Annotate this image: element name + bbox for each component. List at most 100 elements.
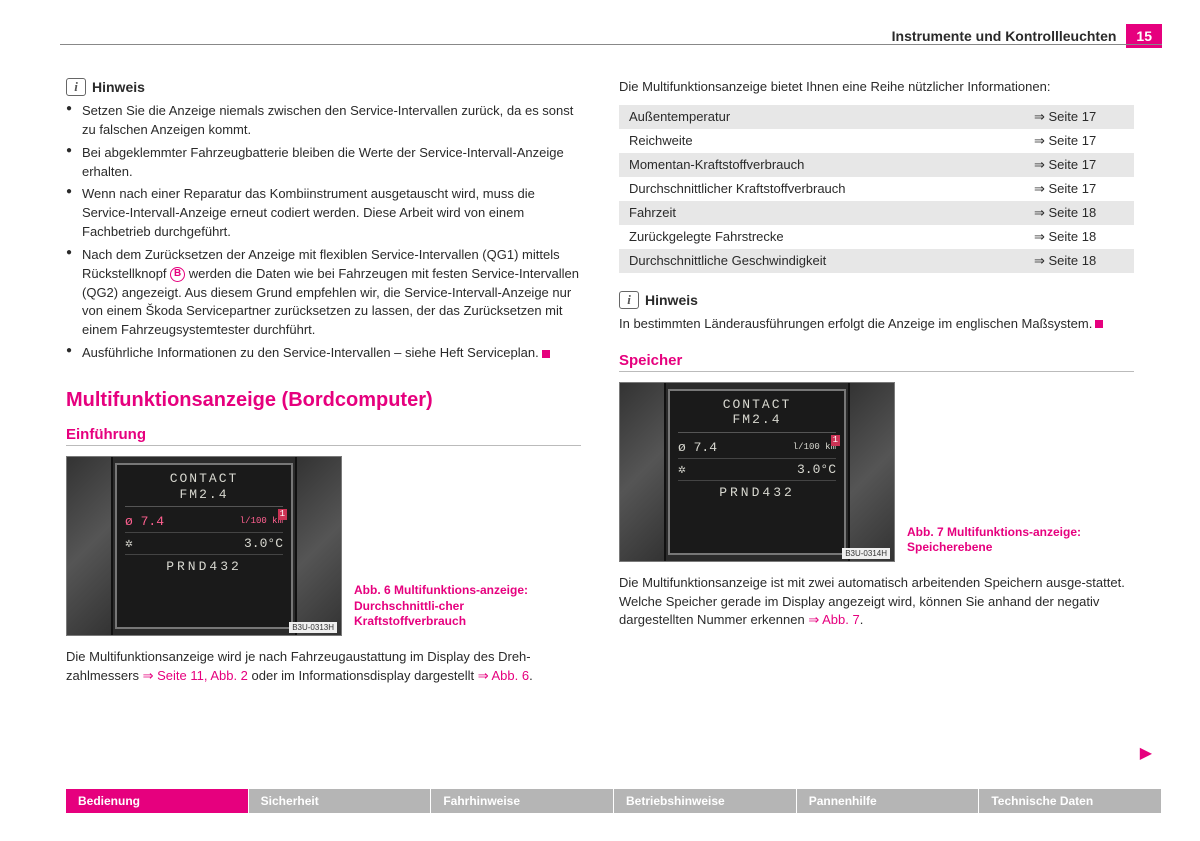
header-title: Instrumente und Kontrollleuchten <box>892 28 1117 44</box>
end-marker-icon <box>1095 320 1103 328</box>
bullet-text: Wenn nach einer Reparatur das Kombiinstr… <box>82 186 535 239</box>
hinweis-label: Hinweis <box>645 292 698 308</box>
table-label: Fahrzeit <box>619 201 1024 225</box>
sub-heading-divider <box>619 371 1134 372</box>
figure-id: B3U-0314H <box>842 548 890 559</box>
table-row: Zurückgelegte FahrstreckeSeite 18 <box>619 225 1134 249</box>
table-ref[interactable]: Seite 17 <box>1024 177 1134 201</box>
sub-heading-divider <box>66 445 581 446</box>
lcd-gear: PRND432 <box>125 555 283 574</box>
continue-arrow-icon: ▶ <box>1140 743 1152 763</box>
table-label: Momentan-Kraftstoffverbrauch <box>619 153 1024 177</box>
figure-6-caption: Abb. 6 Multifunktions-anzeige: Durchschn… <box>354 583 534 636</box>
lcd-gear: PRND432 <box>678 481 836 500</box>
lcd-unit: l/100 km <box>793 443 836 452</box>
figure-6-image: CONTACT FM2.4 ø 7.4 l/100 km 1 ✲ 3.0°C P… <box>66 456 342 636</box>
right-column: Die Multifunktionsanzeige bietet Ihnen e… <box>619 60 1134 761</box>
figure-7-image: CONTACT FM2.4 ø 7.4 l/100 km 1 ✲ 3.0°C P… <box>619 382 895 562</box>
left-column: i Hinweis Setzen Sie die Anzeige niemals… <box>66 60 581 761</box>
figure-row-6: CONTACT FM2.4 ø 7.4 l/100 km 1 ✲ 3.0°C P… <box>66 456 581 636</box>
lcd-display: CONTACT FM2.4 ø 7.4 l/100 km 1 ✲ 3.0°C P… <box>115 463 293 629</box>
table-label: Zurückgelegte Fahrstrecke <box>619 225 1024 249</box>
nav-tab-betriebshinweise[interactable]: Betriebshinweise <box>614 789 796 813</box>
bullet-text: Bei abgeklemmter Fahrzeugbatterie bleibe… <box>82 145 564 179</box>
body-text-segment: Die Multifunktionsanzeige ist mit zwei a… <box>619 575 1125 628</box>
lcd-temp-row: ✲ 3.0°C <box>678 459 836 481</box>
table-row: FahrzeitSeite 18 <box>619 201 1134 225</box>
table-label: Durchschnittlicher Kraftstoffverbrauch <box>619 177 1024 201</box>
sub-heading-einfuehrung: Einführung <box>66 426 581 443</box>
reset-knob-mark: B <box>170 267 185 282</box>
bullet-item: Wenn nach einer Reparatur das Kombiinstr… <box>66 185 581 242</box>
body-text-segment: oder im Informationsdisplay dargestellt <box>248 668 478 683</box>
lcd-fm: FM2.4 <box>678 412 836 428</box>
end-marker-icon <box>542 350 550 358</box>
table-ref[interactable]: Seite 17 <box>1024 153 1134 177</box>
nav-tab-pannenhilfe[interactable]: Pannenhilfe <box>797 789 979 813</box>
bullet-item: Setzen Sie die Anzeige niemals zwischen … <box>66 102 581 140</box>
table-label: Durchschnittliche Geschwindigkeit <box>619 249 1024 273</box>
hinweis-header: i Hinweis <box>66 78 581 96</box>
hinweis-bullet-list: Setzen Sie die Anzeige niemals zwischen … <box>66 102 581 363</box>
lcd-badge: 1 <box>831 435 840 446</box>
lcd-contact: CONTACT <box>125 471 283 487</box>
cross-ref[interactable]: ⇒ Abb. 7 <box>808 612 859 627</box>
sub-heading-speicher: Speicher <box>619 352 1134 369</box>
figure-7-caption: Abb. 7 Multifunktions-anzeige: Speichere… <box>907 525 1087 562</box>
nav-tab-fahrhinweise[interactable]: Fahrhinweise <box>431 789 613 813</box>
bullet-item: Bei abgeklemmter Fahrzeugbatterie bleibe… <box>66 144 581 182</box>
header-divider <box>60 44 1162 45</box>
lcd-fm: FM2.4 <box>125 487 283 503</box>
lcd-consumption-row: ø 7.4 l/100 km 1 <box>678 437 836 459</box>
bullet-text: Ausführliche Informationen zu den Servic… <box>82 345 539 360</box>
lcd-temp-value: 3.0°C <box>797 462 836 477</box>
table-row: AußentemperaturSeite 17 <box>619 105 1134 129</box>
table-row: Momentan-KraftstoffverbrauchSeite 17 <box>619 153 1134 177</box>
nav-tabs: BedienungSicherheitFahrhinweiseBetriebsh… <box>66 789 1162 813</box>
lcd-badge: 1 <box>278 509 287 520</box>
nav-tab-bedienung[interactable]: Bedienung <box>66 789 248 813</box>
table-ref[interactable]: Seite 18 <box>1024 225 1134 249</box>
nav-tab-technische-daten[interactable]: Technische Daten <box>979 789 1161 813</box>
hinweis-text-right: In bestimmten Länderausführungen erfolgt… <box>619 315 1134 334</box>
table-row: ReichweiteSeite 17 <box>619 129 1134 153</box>
cross-ref[interactable]: ⇒ Abb. 6 <box>478 668 529 683</box>
table-ref[interactable]: Seite 17 <box>1024 105 1134 129</box>
bullet-text: Setzen Sie die Anzeige niemals zwischen … <box>82 103 573 137</box>
left-body-text: Die Multifunktionsanzeige wird je nach F… <box>66 648 581 686</box>
hinweis-label: Hinweis <box>92 79 145 95</box>
cross-ref[interactable]: ⇒ Seite 11, Abb. 2 <box>143 668 248 683</box>
snowflake-icon: ✲ <box>125 536 133 551</box>
lcd-temp-row: ✲ 3.0°C <box>125 533 283 555</box>
snowflake-icon: ✲ <box>678 462 686 477</box>
body-text-segment: . <box>860 612 864 627</box>
lcd-unit: l/100 km <box>240 517 283 526</box>
main-heading: Multifunktionsanzeige (Bordcomputer) <box>66 389 581 412</box>
gauge-right <box>848 383 894 561</box>
nav-tab-sicherheit[interactable]: Sicherheit <box>249 789 431 813</box>
right-intro: Die Multifunktionsanzeige bietet Ihnen e… <box>619 78 1134 97</box>
lcd-avg-value: ø 7.4 <box>125 514 164 529</box>
bullet-item: Nach dem Zurücksetzen der Anzeige mit fl… <box>66 246 581 340</box>
table-ref[interactable]: Seite 18 <box>1024 249 1134 273</box>
hinweis-header-right: i Hinweis <box>619 291 1134 309</box>
info-table: AußentemperaturSeite 17ReichweiteSeite 1… <box>619 105 1134 273</box>
body-text-segment: . <box>529 668 533 683</box>
content-area: i Hinweis Setzen Sie die Anzeige niemals… <box>66 60 1134 761</box>
lcd-avg-value: ø 7.4 <box>678 440 717 455</box>
table-label: Außentemperatur <box>619 105 1024 129</box>
lcd-radio: CONTACT FM2.4 <box>125 471 283 507</box>
table-row: Durchschnittlicher KraftstoffverbrauchSe… <box>619 177 1134 201</box>
figure-row-7: CONTACT FM2.4 ø 7.4 l/100 km 1 ✲ 3.0°C P… <box>619 382 1134 562</box>
table-label: Reichweite <box>619 129 1024 153</box>
figure-id: B3U-0313H <box>289 622 337 633</box>
gauge-left <box>620 383 666 561</box>
bullet-item: Ausführliche Informationen zu den Servic… <box>66 344 581 363</box>
table-ref[interactable]: Seite 18 <box>1024 201 1134 225</box>
lcd-temp-value: 3.0°C <box>244 536 283 551</box>
lcd-contact: CONTACT <box>678 397 836 413</box>
info-icon: i <box>66 78 86 96</box>
lcd-radio: CONTACT FM2.4 <box>678 397 836 433</box>
table-ref[interactable]: Seite 17 <box>1024 129 1134 153</box>
body-text-segment: In bestimmten Länderausführungen erfolgt… <box>619 316 1092 331</box>
